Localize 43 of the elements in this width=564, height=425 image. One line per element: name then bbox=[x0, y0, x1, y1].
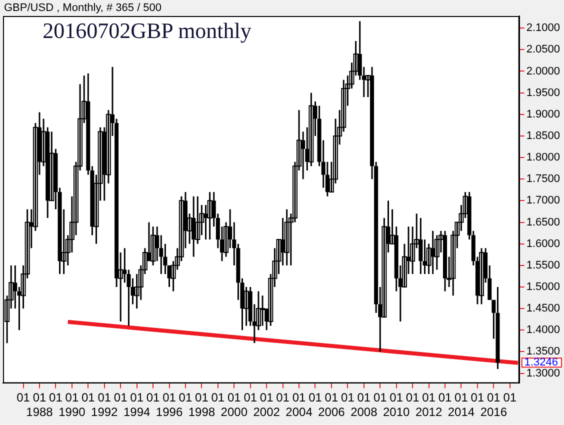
x-tick-label: 01 bbox=[406, 390, 420, 405]
y-tick-label: 1.5500 bbox=[526, 259, 560, 272]
candlestick bbox=[308, 92, 314, 167]
y-tick-label: 1.6500 bbox=[526, 216, 560, 228]
candlestick bbox=[207, 191, 212, 240]
chart-title: 20160702GBP monthly bbox=[42, 18, 252, 43]
candlestick bbox=[260, 294, 266, 327]
candlestick bbox=[150, 226, 156, 266]
x-tick-label: 01 bbox=[49, 390, 63, 405]
x-tick-label: 01 bbox=[211, 390, 225, 405]
x-tick-label: 01 bbox=[146, 390, 160, 405]
y-tick-label: 1.5000 bbox=[526, 281, 560, 294]
x-tick-label: 01 bbox=[470, 390, 484, 405]
text: 1.3246 bbox=[524, 356, 558, 369]
y-tick-label: 2.0500 bbox=[526, 44, 560, 56]
y-tick-label: 1.3000 bbox=[526, 367, 560, 380]
x-tick-label: 01 bbox=[503, 390, 517, 405]
y-tick-label: 1.3500 bbox=[526, 346, 560, 358]
y-tick-label: 1.7000 bbox=[526, 194, 560, 207]
y-tick-label: 1.6000 bbox=[526, 238, 560, 250]
y-tick-label: 1.8000 bbox=[526, 152, 560, 164]
x-tick-label: 01 bbox=[244, 390, 258, 405]
y-tick-label: 2.0000 bbox=[526, 65, 560, 78]
candlestick bbox=[284, 208, 290, 266]
x-tick-label: 01 bbox=[276, 390, 290, 405]
x-tick-label: 01 bbox=[81, 390, 96, 405]
candlestick bbox=[479, 247, 484, 305]
x-tick-label: 01 bbox=[16, 390, 30, 405]
y-tick-label: 1.4500 bbox=[526, 302, 560, 315]
x-tick-label: 01 bbox=[373, 390, 388, 405]
y-tick-label: 2.1000 bbox=[526, 22, 560, 34]
x-tick-label: 01 bbox=[341, 390, 355, 405]
x-tick-label: 01 bbox=[178, 390, 192, 405]
y-tick-label: 1.7500 bbox=[526, 173, 560, 186]
candlestick bbox=[434, 234, 440, 270]
y-tick-label: 1.8500 bbox=[526, 130, 560, 142]
x-tick-label: 01 bbox=[438, 390, 452, 405]
x-tick-label: 01 bbox=[308, 390, 322, 405]
y-tick-label: 1.9000 bbox=[526, 108, 560, 120]
text: GBP/USD , Monthly, # 365 / 500 bbox=[4, 2, 162, 14]
y-tick-label: 1.4000 bbox=[526, 324, 560, 336]
y-tick-label: 1.9500 bbox=[526, 86, 560, 99]
x-tick-label: 01 bbox=[114, 390, 128, 405]
